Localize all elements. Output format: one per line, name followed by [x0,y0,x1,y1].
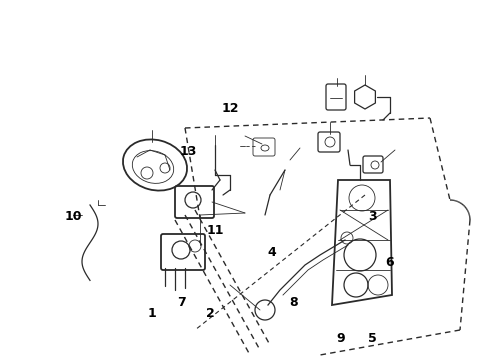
Text: 9: 9 [336,332,345,345]
Text: 13: 13 [180,145,197,158]
Text: 6: 6 [385,256,394,269]
Text: 3: 3 [368,210,377,222]
Text: 12: 12 [221,102,239,114]
Text: 10: 10 [65,210,82,222]
Text: 5: 5 [368,332,377,345]
Text: 1: 1 [147,307,156,320]
Text: 2: 2 [206,307,215,320]
Text: 4: 4 [268,246,276,258]
Text: 7: 7 [177,296,186,309]
Text: 8: 8 [290,296,298,309]
Text: 11: 11 [207,224,224,237]
